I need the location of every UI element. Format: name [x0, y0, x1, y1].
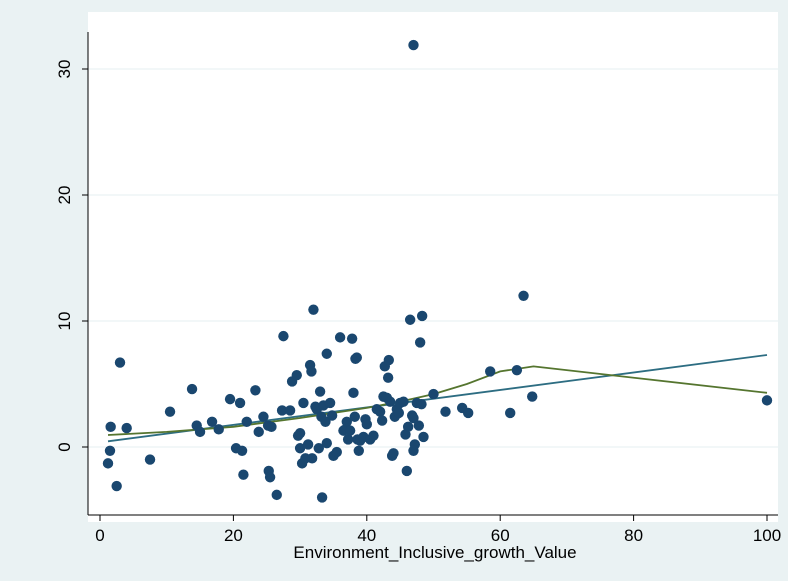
- data-point: [236, 445, 248, 456]
- data-point: [393, 407, 405, 419]
- data-point: [351, 352, 362, 363]
- data-point: [404, 314, 416, 325]
- data-point: [111, 480, 122, 492]
- data-point: [194, 426, 206, 438]
- data-point: [320, 416, 331, 427]
- data-point: [114, 357, 126, 368]
- plot-area: [88, 12, 778, 522]
- data-point: [383, 354, 395, 366]
- data-point: [306, 453, 318, 464]
- data-point: [258, 411, 269, 422]
- data-point: [346, 333, 358, 344]
- data-point: [164, 406, 176, 417]
- point-layer: [102, 39, 773, 503]
- data-point: [376, 415, 388, 426]
- data-point: [278, 330, 289, 342]
- data-point: [518, 290, 529, 301]
- x-tick-label: 60: [491, 526, 510, 545]
- y-tick-label: 30: [55, 60, 74, 79]
- data-point: [416, 310, 428, 322]
- data-point: [341, 416, 352, 427]
- data-point: [234, 397, 246, 409]
- data-point: [284, 405, 296, 416]
- y-tick-label: 10: [55, 312, 74, 331]
- data-point: [314, 386, 326, 397]
- data-point: [344, 425, 356, 436]
- data-point: [349, 411, 360, 422]
- data-point: [224, 393, 236, 405]
- data-point: [241, 416, 252, 427]
- x-tick-label: 100: [753, 526, 781, 545]
- data-point: [121, 422, 132, 434]
- x-tick-label: 0: [95, 526, 104, 545]
- data-point: [313, 443, 324, 454]
- data-point: [342, 434, 354, 445]
- x-tick-label: 40: [357, 526, 376, 545]
- data-point: [413, 420, 425, 431]
- data-point: [321, 438, 332, 449]
- data-point: [326, 410, 338, 421]
- data-point: [294, 427, 306, 439]
- data-point: [462, 407, 474, 419]
- data-point: [250, 385, 261, 396]
- data-point: [353, 445, 364, 456]
- data-point: [408, 39, 419, 51]
- data-point: [324, 397, 336, 409]
- x-tick-label: 20: [224, 526, 243, 545]
- data-point: [384, 396, 396, 407]
- data-point: [238, 469, 249, 480]
- data-point: [298, 397, 309, 409]
- data-point: [348, 387, 359, 399]
- data-point: [104, 445, 116, 456]
- data-point: [276, 405, 288, 416]
- data-point: [206, 416, 218, 427]
- data-point: [401, 465, 413, 477]
- data-point: [306, 366, 317, 377]
- data-point: [186, 383, 198, 395]
- data-point: [388, 448, 399, 459]
- data-point: [484, 366, 496, 377]
- data-point: [402, 421, 414, 433]
- y-tick-label: 20: [55, 186, 74, 205]
- data-point: [291, 369, 302, 381]
- data-point: [527, 391, 538, 402]
- data-point: [440, 406, 451, 417]
- data-point: [266, 421, 277, 433]
- data-point: [408, 445, 419, 456]
- data-point: [271, 489, 282, 501]
- data-point: [302, 439, 314, 450]
- data-point: [361, 419, 372, 430]
- data-point: [511, 364, 523, 376]
- data-point: [416, 398, 427, 410]
- data-point: [418, 431, 429, 443]
- data-point: [294, 443, 306, 454]
- data-point: [102, 458, 114, 469]
- data-point: [331, 446, 342, 458]
- axis-layer: 0 20 40 60 80 100 0 10 20 30: [55, 32, 781, 545]
- data-point: [398, 396, 409, 407]
- data-point: [321, 348, 332, 359]
- data-point: [316, 492, 328, 503]
- data-point: [374, 406, 386, 417]
- data-point: [105, 421, 116, 433]
- grid-layer: [88, 68, 778, 448]
- data-point: [428, 388, 439, 400]
- data-point: [308, 304, 319, 315]
- data-point: [761, 395, 773, 406]
- data-point: [264, 472, 276, 483]
- x-axis-title: Environment_Inclusive_growth_Value: [293, 543, 576, 562]
- data-point: [382, 372, 394, 383]
- data-point: [144, 454, 156, 465]
- data-point: [505, 407, 516, 419]
- x-tick-label: 80: [624, 526, 643, 545]
- data-point: [408, 412, 419, 424]
- data-point: [334, 332, 346, 343]
- data-point: [253, 426, 264, 438]
- data-point: [368, 430, 379, 441]
- data-point: [414, 337, 426, 348]
- data-point: [213, 424, 224, 435]
- y-tick-label: 0: [55, 442, 74, 451]
